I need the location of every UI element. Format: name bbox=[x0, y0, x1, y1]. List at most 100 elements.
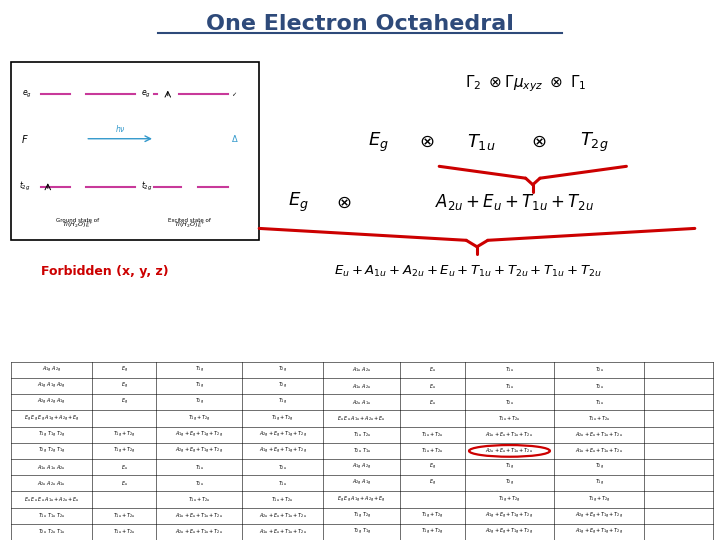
Text: $\otimes$: $\otimes$ bbox=[419, 133, 435, 151]
Text: $A_{2u}+E_u+T_{1u}+T_{2u}$: $A_{2u}+E_u+T_{1u}+T_{2u}$ bbox=[175, 528, 223, 536]
Text: $T_{1g}$: $T_{1g}$ bbox=[278, 397, 287, 407]
Text: $F$: $F$ bbox=[21, 133, 29, 145]
Text: $T_{1u}+T_{2u}$: $T_{1u}+T_{2u}$ bbox=[113, 511, 135, 520]
Text: $T_{1u}+T_{2u}$: $T_{1u}+T_{2u}$ bbox=[588, 414, 611, 423]
Text: Ground state of: Ground state of bbox=[56, 218, 99, 223]
Text: $T_{1u}$: $T_{1u}$ bbox=[278, 479, 287, 488]
Text: $E_u\ E_u\ E_u\ A_{1u}+A_{2u}+E_u$: $E_u\ E_u\ E_u\ A_{1u}+A_{2u}+E_u$ bbox=[24, 495, 79, 504]
Text: $A_{2g}+E_g+T_{1g}+T_{2g}$: $A_{2g}+E_g+T_{1g}+T_{2g}$ bbox=[175, 446, 223, 456]
Text: $T_{1g}$: $T_{1g}$ bbox=[194, 381, 204, 391]
Text: $T_{1g}+T_{2g}$: $T_{1g}+T_{2g}$ bbox=[498, 495, 521, 504]
Text: $T_{1u}$: $T_{1u}$ bbox=[467, 132, 495, 152]
Text: $T_{2u}$: $T_{2u}$ bbox=[505, 398, 514, 407]
Text: Excited state of: Excited state of bbox=[168, 218, 211, 223]
Text: $h\nu$: $h\nu$ bbox=[114, 124, 125, 134]
Text: $E_g$: $E_g$ bbox=[367, 131, 389, 153]
Text: $A_{1g}\ A_{2g}$: $A_{1g}\ A_{2g}$ bbox=[352, 462, 372, 472]
Text: $E_u + A_{1u} + A_{2u} + E_u + T_{1u} + T_{2u} + T_{1u} + T_{2u}$: $E_u + A_{1u} + A_{2u} + E_u + T_{1u} + … bbox=[334, 264, 602, 279]
Text: $T_{2g}$: $T_{2g}$ bbox=[580, 131, 608, 153]
Text: $A_{2g}+E_g+T_{1g}+T_{2g}$: $A_{2g}+E_g+T_{1g}+T_{2g}$ bbox=[575, 511, 624, 521]
Text: One Electron Octahedral: One Electron Octahedral bbox=[206, 14, 514, 33]
Text: $T_{1u}+T_{2u}$: $T_{1u}+T_{2u}$ bbox=[421, 447, 444, 455]
Text: $A_{2u} + E_u + T_{1u} + T_{2u}$: $A_{2u} + E_u + T_{1u} + T_{2u}$ bbox=[436, 192, 594, 213]
Text: $T_{1g}+T_{2g}$: $T_{1g}+T_{2g}$ bbox=[113, 430, 135, 440]
Text: $T_{1u}$: $T_{1u}$ bbox=[194, 463, 204, 471]
Text: $A_{1g}\ A_{1g}\ A_{2g}$: $A_{1g}\ A_{1g}\ A_{2g}$ bbox=[37, 381, 66, 391]
Text: $\Delta$: $\Delta$ bbox=[230, 133, 238, 144]
Text: $A_{2u}+E_u+T_{1u}+T_{2u}$: $A_{2u}+E_u+T_{1u}+T_{2u}$ bbox=[575, 430, 624, 439]
Text: $T_{1g}+T_{2g}$: $T_{1g}+T_{2g}$ bbox=[113, 446, 135, 456]
Text: $T_{1g}+T_{2g}$: $T_{1g}+T_{2g}$ bbox=[421, 511, 444, 521]
Text: $E_g$: $E_g$ bbox=[121, 381, 127, 391]
Text: $\Gamma_2\ \otimes \Gamma\mu_{xyz}\ \otimes\ \Gamma_1$: $\Gamma_2\ \otimes \Gamma\mu_{xyz}\ \oti… bbox=[465, 73, 586, 94]
Text: $E_u$: $E_u$ bbox=[429, 382, 436, 390]
Text: $A_{2u}\ A_{2u}\ A_{1u}$: $A_{2u}\ A_{2u}\ A_{1u}$ bbox=[37, 479, 66, 488]
Text: $T_{1u}+T_{2u}$: $T_{1u}+T_{2u}$ bbox=[188, 495, 210, 504]
FancyBboxPatch shape bbox=[11, 62, 259, 240]
Text: $E_u$: $E_u$ bbox=[121, 479, 127, 488]
Text: $A_{2g}\ A_{1g}$: $A_{2g}\ A_{1g}$ bbox=[352, 478, 372, 488]
Text: $T_{1g}\ T_{2g}$: $T_{1g}\ T_{2g}$ bbox=[353, 511, 371, 521]
Text: $E_g\ E_g\ E_g\ A_{1g}+A_{2g}+E_g$: $E_g\ E_g\ E_g\ A_{1g}+A_{2g}+E_g$ bbox=[24, 414, 79, 423]
Text: $T_{1u}\ T_{2u}$: $T_{1u}\ T_{2u}$ bbox=[353, 430, 371, 439]
Text: $E_u$: $E_u$ bbox=[121, 463, 127, 471]
Text: $A_{1u}\ A_{2u}$: $A_{1u}\ A_{2u}$ bbox=[352, 366, 372, 374]
Text: $T_{1g}$: $T_{1g}$ bbox=[505, 462, 514, 472]
Text: $T_{1g}+T_{2g}$: $T_{1g}+T_{2g}$ bbox=[421, 527, 444, 537]
Text: $E_g$: $E_g$ bbox=[429, 478, 436, 488]
Text: $\checkmark$: $\checkmark$ bbox=[230, 90, 237, 98]
Text: $T_{2g}\ T_{1g}$: $T_{2g}\ T_{1g}$ bbox=[353, 527, 371, 537]
Text: $Ti(H_2O)_6^{3+}$: $Ti(H_2O)_6^{3+}$ bbox=[174, 219, 206, 230]
Text: $A_{2u}+E_u+T_{1u}+T_{2u}$: $A_{2u}+E_u+T_{1u}+T_{2u}$ bbox=[258, 511, 307, 520]
Text: $A_{1u}+E_u+T_{1u}+T_{2u}$: $A_{1u}+E_u+T_{1u}+T_{2u}$ bbox=[575, 447, 624, 455]
Text: $T_{2u}$: $T_{2u}$ bbox=[278, 463, 287, 471]
Text: $e_g$: $e_g$ bbox=[22, 89, 32, 100]
Text: $A_{2g}+E_g+T_{1g}+T_{2g}$: $A_{2g}+E_g+T_{1g}+T_{2g}$ bbox=[258, 430, 307, 440]
Text: $A_{1g}+E_g+T_{1g}+T_{2g}$: $A_{1g}+E_g+T_{1g}+T_{2g}$ bbox=[175, 430, 223, 440]
Text: $T_{1u}+T_{2u}$: $T_{1u}+T_{2u}$ bbox=[498, 414, 521, 423]
Text: $A_{2u}\ A_{1u}$: $A_{2u}\ A_{1u}$ bbox=[352, 398, 372, 407]
Text: $E_u$: $E_u$ bbox=[429, 398, 436, 407]
Text: $T_{1u}$: $T_{1u}$ bbox=[505, 366, 514, 374]
Text: $T_{2g}$: $T_{2g}$ bbox=[505, 478, 514, 488]
Text: $T_{1u}+T_{2u}$: $T_{1u}+T_{2u}$ bbox=[421, 430, 444, 439]
Text: $T_{2g}$: $T_{2g}$ bbox=[194, 397, 204, 407]
Text: $T_{1u}\ T_{1u}\ T_{2u}$: $T_{1u}\ T_{1u}\ T_{2u}$ bbox=[38, 511, 65, 520]
Text: $E_g$: $E_g$ bbox=[121, 365, 127, 375]
Text: $T_{1u}+T_{2u}$: $T_{1u}+T_{2u}$ bbox=[271, 495, 294, 504]
Text: $T_{1g}+T_{2g}$: $T_{1g}+T_{2g}$ bbox=[271, 414, 294, 423]
Text: $T_{1g}$: $T_{1g}$ bbox=[595, 478, 604, 488]
Text: $A_{1u}+E_u+T_{1u}+T_{2u}$: $A_{1u}+E_u+T_{1u}+T_{2u}$ bbox=[175, 511, 223, 520]
Text: $A_{1u}\ A_{2u}$: $A_{1u}\ A_{2u}$ bbox=[352, 382, 372, 390]
Text: $Ti(H_2O)_6^{3+}$: $Ti(H_2O)_6^{3+}$ bbox=[62, 219, 94, 230]
Text: $T_{2u}$: $T_{2u}$ bbox=[595, 382, 604, 390]
Text: $T_{1u}+T_{2u}$: $T_{1u}+T_{2u}$ bbox=[113, 528, 135, 536]
Text: $T_{2g}\ T_{2g}\ T_{1g}$: $T_{2g}\ T_{2g}\ T_{1g}$ bbox=[38, 446, 65, 456]
Text: $E_u\ E_u\ A_{1u}+A_{2u}+E_u$: $E_u\ E_u\ A_{1u}+A_{2u}+E_u$ bbox=[338, 414, 386, 423]
Text: $A_{1u}+E_u+T_{1u}+T_{2u}$: $A_{1u}+E_u+T_{1u}+T_{2u}$ bbox=[258, 528, 307, 536]
Text: $T_{2g}$: $T_{2g}$ bbox=[278, 381, 287, 391]
Text: $T_{2g}$: $T_{2g}$ bbox=[595, 462, 604, 472]
Text: $A_{1g}+E_g+T_{1g}+T_{2g}$: $A_{1g}+E_g+T_{1g}+T_{2g}$ bbox=[575, 527, 624, 537]
Text: $T_{1g}$: $T_{1g}$ bbox=[194, 365, 204, 375]
Text: $\otimes$: $\otimes$ bbox=[336, 193, 352, 212]
Text: $A_{1u}\ A_{1u}\ A_{2u}$: $A_{1u}\ A_{1u}\ A_{2u}$ bbox=[37, 463, 66, 471]
Text: $T_{2u}$: $T_{2u}$ bbox=[194, 479, 204, 488]
Text: $E_u$: $E_u$ bbox=[429, 366, 436, 374]
Text: $E_g$: $E_g$ bbox=[121, 397, 127, 407]
Text: $A_{1g}+E_g+T_{1g}+T_{2g}$: $A_{1g}+E_g+T_{1g}+T_{2g}$ bbox=[258, 446, 307, 456]
Text: $E_g\ E_g\ A_{1g}+A_{2g}+E_g$: $E_g\ E_g\ A_{1g}+A_{2g}+E_g$ bbox=[338, 495, 386, 504]
Text: $A_{2g}\ A_{2g}\ A_{1g}$: $A_{2g}\ A_{2g}\ A_{1g}$ bbox=[37, 397, 66, 407]
Text: $T_{2u}\ T_{1u}$: $T_{2u}\ T_{1u}$ bbox=[353, 447, 371, 455]
Text: $T_{1g}+T_{2g}$: $T_{1g}+T_{2g}$ bbox=[588, 495, 611, 504]
Text: $E_g$: $E_g$ bbox=[288, 191, 310, 214]
Text: $T_{2u}\ T_{2u}\ T_{1u}$: $T_{2u}\ T_{2u}\ T_{1u}$ bbox=[38, 528, 65, 536]
Text: $A_{2g}+E_g+T_{1g}+T_{2g}$: $A_{2g}+E_g+T_{1g}+T_{2g}$ bbox=[485, 527, 534, 537]
Text: $t_{2g}$: $t_{2g}$ bbox=[141, 180, 153, 193]
Text: $E_g$: $E_g$ bbox=[429, 462, 436, 472]
Text: $\otimes$: $\otimes$ bbox=[531, 133, 546, 151]
Text: $T_{1u}$: $T_{1u}$ bbox=[595, 398, 604, 407]
Text: $T_{1u}$: $T_{1u}$ bbox=[505, 382, 514, 390]
Text: $A_{1g}+E_g+T_{1g}+T_{2g}$: $A_{1g}+E_g+T_{1g}+T_{2g}$ bbox=[485, 511, 534, 521]
Text: $T_{1g}+T_{2g}$: $T_{1g}+T_{2g}$ bbox=[188, 414, 210, 423]
